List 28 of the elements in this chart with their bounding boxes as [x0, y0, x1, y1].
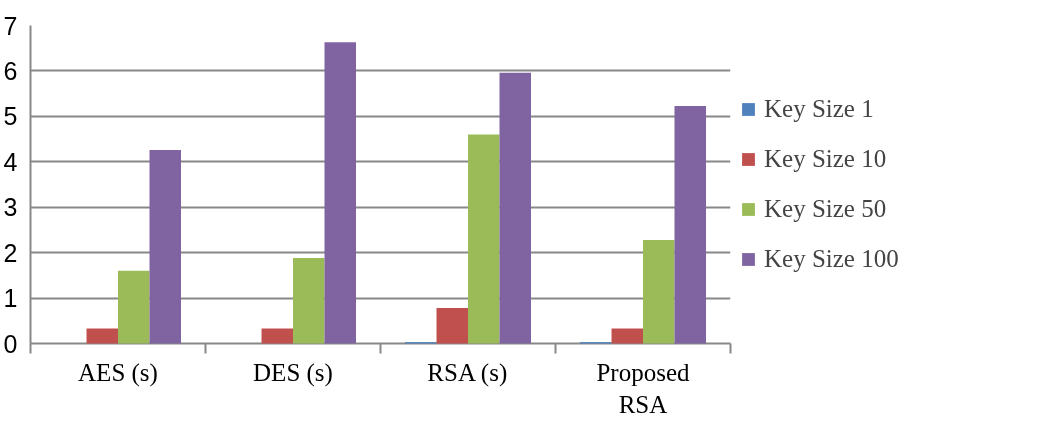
bar [643, 239, 675, 344]
y-tick-label: 4 [3, 147, 18, 176]
bar [86, 328, 118, 344]
bar [261, 328, 293, 344]
bar [468, 134, 500, 344]
legend-label: Key Size 10 [764, 145, 888, 173]
y-tick-label: 3 [3, 193, 18, 222]
y-tick-label: 1 [3, 284, 18, 313]
x-tick-label: Proposed RSA [596, 358, 691, 418]
x-tick-label: AES (s) [78, 358, 158, 387]
bar [118, 270, 150, 344]
bar [324, 42, 356, 344]
y-tick-label: 0 [3, 329, 18, 358]
y-tick-label: 2 [3, 238, 18, 267]
bar [611, 328, 643, 344]
y-tick-label: 6 [3, 56, 18, 85]
legend-label: Key Size 50 [764, 195, 888, 223]
bar [499, 72, 531, 344]
legend-label: Key Size 1 [764, 95, 875, 123]
bar [674, 105, 706, 344]
bar [436, 308, 468, 344]
x-tick-label: DES (s) [253, 358, 333, 387]
legend-label: Key Size 100 [764, 245, 900, 273]
bar [293, 258, 325, 344]
bar [149, 149, 181, 344]
x-tick-label: RSA (s) [427, 358, 508, 387]
y-tick-label: 5 [3, 102, 18, 131]
y-tick-label: 7 [3, 11, 18, 40]
